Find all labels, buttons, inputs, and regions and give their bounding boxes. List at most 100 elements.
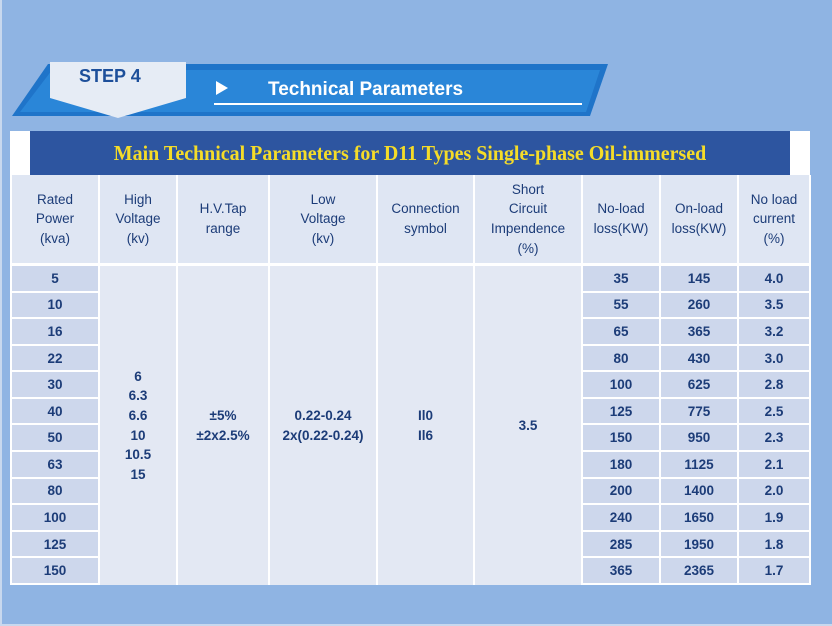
column-header-no-load-current: No load current (%) <box>739 175 809 266</box>
cell-rated-power: 16 <box>12 319 98 346</box>
column-header-line: (%) <box>763 230 785 246</box>
cell-on-load-loss: 145 <box>661 266 737 293</box>
table-row: 10 55 260 3.5 <box>12 292 809 320</box>
column-header-line: Short <box>511 181 545 197</box>
cell-high-voltage-value: 10.5 <box>124 447 152 463</box>
cell-high-voltage: 6 6.3 6.6 10 10.5 15 <box>100 266 176 585</box>
cell-no-load-loss: 180 <box>583 452 659 479</box>
column-header-line: (kv) <box>311 230 335 246</box>
cell-rated-power: 125 <box>12 531 98 559</box>
column-header-short-circuit-impedance: Short Circuit Impendence (%) <box>475 175 581 266</box>
cell-on-load-loss: 1400 <box>661 478 737 506</box>
column-header-line: Voltage <box>300 211 346 227</box>
step-tab <box>50 62 186 118</box>
cell-high-voltage-value: 6.3 <box>128 388 148 404</box>
cell-no-load-loss: 285 <box>583 531 659 559</box>
column-header-hv-tap-range: H.V.Tap range <box>178 175 268 266</box>
section-title: Technical Parameters <box>268 79 464 100</box>
cell-rated-power: 5 <box>12 266 98 293</box>
table-row: 30 100 625 2.8 <box>12 372 809 399</box>
cell-no-load-current: 2.8 <box>739 372 809 399</box>
cell-short-circuit-impedance: 3.5 <box>475 266 581 585</box>
cell-low-voltage-value: 0.22-0.24 <box>294 407 352 423</box>
cell-no-load-current: 2.3 <box>739 425 809 453</box>
cell-no-load-current: 1.7 <box>739 558 809 585</box>
table-body: 5 6 6.3 6.6 10 10.5 15 ±5% ±2x2.5% 0.22-0.24 2x(0.… <box>12 266 809 585</box>
column-header-connection-symbol: Connection symbol <box>378 175 473 266</box>
column-header-line: (kv) <box>126 230 150 246</box>
table-row: 40 125 775 2.5 <box>12 398 809 426</box>
banner-graphic <box>12 62 608 118</box>
column-header-line: Voltage <box>115 211 161 227</box>
cell-no-load-loss: 240 <box>583 505 659 532</box>
cell-high-voltage-value: 15 <box>130 466 146 482</box>
cell-rated-power: 40 <box>12 398 98 426</box>
table-title: Main Technical Parameters for D11 Types … <box>30 131 790 175</box>
cell-rated-power: 10 <box>12 292 98 320</box>
column-header-no-load-loss: No-load loss(KW) <box>583 175 659 266</box>
cell-no-load-current: 2.5 <box>739 398 809 426</box>
column-header-low-voltage: Low Voltage (kv) <box>270 175 376 266</box>
cell-high-voltage-value: 6.6 <box>128 407 148 423</box>
column-header-line: Connection <box>391 201 460 217</box>
cell-no-load-loss: 35 <box>583 266 659 293</box>
parameters-table: Rated Power (kva) High Voltage (kv) H.V.Tap ran… <box>10 175 811 585</box>
cell-hv-tap-range-value: ±5% <box>209 407 237 423</box>
cell-no-load-loss: 200 <box>583 478 659 506</box>
cell-on-load-loss: 625 <box>661 372 737 399</box>
cell-on-load-loss: 1650 <box>661 505 737 532</box>
table-header-row: Rated Power (kva) High Voltage (kv) H.V.Tap ran… <box>12 175 809 266</box>
cell-no-load-current: 1.8 <box>739 531 809 559</box>
column-header-line: symbol <box>404 221 447 236</box>
column-header-line: Circuit <box>508 201 548 217</box>
cell-no-load-current: 3.0 <box>739 345 809 373</box>
cell-no-load-loss: 65 <box>583 319 659 346</box>
cell-rated-power: 63 <box>12 452 98 479</box>
table-row: 22 80 430 3.0 <box>12 345 809 373</box>
cell-no-load-current: 3.2 <box>739 319 809 346</box>
cell-rated-power: 80 <box>12 478 98 506</box>
parameters-table-panel: Main Technical Parameters for D11 Types … <box>10 131 811 585</box>
frame-bottom-edge <box>0 624 832 626</box>
cell-on-load-loss: 430 <box>661 345 737 373</box>
column-header-line: Rated <box>36 191 74 207</box>
cell-on-load-loss: 2365 <box>661 558 737 585</box>
cell-rated-power: 22 <box>12 345 98 373</box>
cell-rated-power: 100 <box>12 505 98 532</box>
cell-on-load-loss: 260 <box>661 292 737 320</box>
cell-no-load-current: 2.0 <box>739 478 809 506</box>
column-header-line: range <box>205 221 241 236</box>
cell-low-voltage-value: 2x(0.22-0.24) <box>282 427 364 443</box>
cell-no-load-loss: 125 <box>583 398 659 426</box>
cell-no-load-loss: 100 <box>583 372 659 399</box>
table-row: 63 180 1125 2.1 <box>12 452 809 479</box>
table-row: 50 150 950 2.3 <box>12 425 809 453</box>
column-header-line: No load <box>750 191 798 207</box>
cell-high-voltage-value: 6 <box>134 368 142 384</box>
cell-no-load-loss: 80 <box>583 345 659 373</box>
cell-no-load-loss: 365 <box>583 558 659 585</box>
cell-on-load-loss: 1125 <box>661 452 737 479</box>
cell-rated-power: 30 <box>12 372 98 399</box>
cell-connection-symbol-value: Il0 <box>417 407 433 423</box>
cell-connection-symbol: Il0 Il6 <box>378 266 473 585</box>
column-header-line: (kva) <box>40 230 70 246</box>
column-header-line: (%) <box>517 240 539 256</box>
cell-rated-power: 150 <box>12 558 98 585</box>
cell-on-load-loss: 365 <box>661 319 737 346</box>
cell-no-load-current: 1.9 <box>739 505 809 532</box>
column-header-line: H.V.Tap <box>199 201 247 217</box>
column-header-high-voltage: High Voltage (kv) <box>100 175 176 266</box>
cell-connection-symbol-value: Il6 <box>417 427 433 443</box>
table-row: 125 285 1950 1.8 <box>12 531 809 559</box>
column-header-line: loss(KW) <box>593 221 649 236</box>
column-header-line: current <box>752 211 796 227</box>
column-header-line: No-load <box>597 201 645 217</box>
cell-low-voltage: 0.22-0.24 2x(0.22-0.24) <box>270 266 376 585</box>
column-header-line: High <box>124 191 152 207</box>
cell-no-load-loss: 150 <box>583 425 659 453</box>
table-row: 5 6 6.3 6.6 10 10.5 15 ±5% ±2x2.5% 0.22-0.24 2x(0.… <box>12 266 809 585</box>
cell-short-circuit-impedance-value: 3.5 <box>518 417 538 433</box>
cell-on-load-loss: 1950 <box>661 531 737 559</box>
table-row: 100 240 1650 1.9 <box>12 505 809 532</box>
